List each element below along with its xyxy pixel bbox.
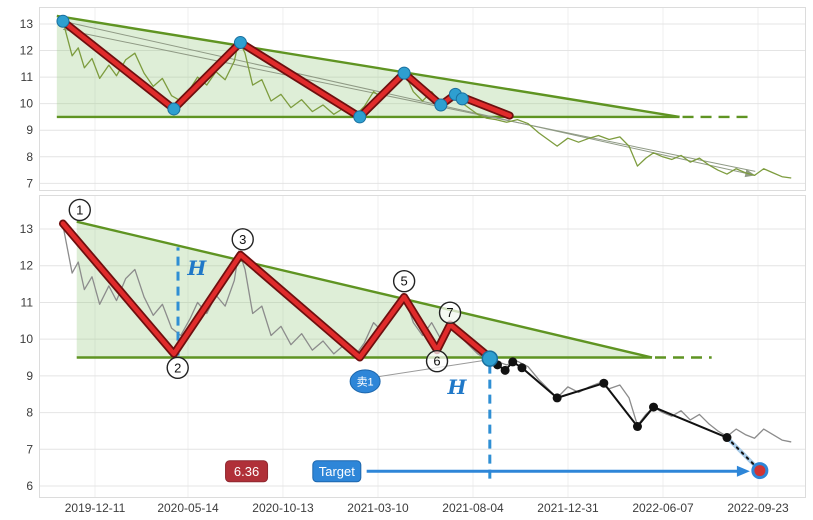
wave-label-circle: 5 (392, 269, 416, 293)
pivot-dot (233, 36, 247, 50)
target-arrow-head-icon (736, 465, 750, 477)
target-button-text: Target (319, 464, 356, 479)
price-point-dot (632, 422, 642, 432)
trend-projection-line (62, 28, 756, 172)
wave-circle-ring (166, 356, 189, 379)
x-tick-label: 2020-05-14 (157, 501, 219, 515)
y-tick-label: 10 (20, 332, 34, 346)
post-breakdown-line (489, 358, 728, 439)
target-arrow (366, 465, 750, 477)
y-tick-label: 9 (26, 369, 33, 383)
wave-number: 2 (174, 360, 181, 375)
y-tick-label: 10 (20, 97, 34, 111)
x-tick-label: 2021-12-31 (537, 501, 599, 515)
y-tick-label: 6 (26, 479, 33, 493)
price-point-dot (508, 357, 518, 367)
wave-label-circle: 7 (438, 301, 462, 324)
y-tick-label: 7 (26, 442, 33, 456)
price-point-dot (517, 363, 527, 373)
upper-trendline (76, 220, 653, 359)
sell-badge-ellipse[interactable] (349, 369, 381, 394)
target-price-box (225, 460, 269, 483)
wave-label-circle: 6 (425, 349, 449, 373)
trend-projection-line (62, 20, 756, 176)
wave-number: 1 (76, 202, 83, 217)
wave-number: 3 (239, 232, 246, 247)
price-line (62, 225, 792, 443)
price-point-dot (500, 365, 510, 375)
final-target-marker (751, 462, 769, 480)
pivot-dot (434, 98, 448, 112)
y-tick-label: 13 (20, 222, 34, 236)
wave-circle-ring (392, 269, 416, 293)
x-tick-label: 2019-12-11 (65, 501, 126, 515)
wave-label-circle: 1 (68, 198, 91, 222)
price-point-dot (722, 433, 732, 443)
y-tick-label: 9 (26, 123, 33, 137)
y-tick-label: 8 (26, 406, 33, 420)
target-price-label: 6.36 (225, 460, 269, 483)
y-tick-label: 12 (20, 44, 34, 58)
target-button-box[interactable] (312, 460, 362, 483)
y-tick-label: 11 (21, 295, 34, 309)
height-label: H (446, 375, 467, 399)
pivot-dot (167, 102, 181, 116)
target-price-text: 6.36 (234, 464, 259, 479)
pivot-dot (397, 66, 411, 80)
height-label: H (186, 256, 207, 280)
zigzag-pattern-line (60, 221, 493, 360)
wave-circle-ring (231, 228, 254, 251)
pivot-dot (56, 14, 70, 28)
sell-signal-badge[interactable]: 卖1 (349, 369, 381, 394)
x-tick-label: 2022-09-23 (727, 501, 789, 515)
y-tick-label: 7 (26, 176, 33, 190)
y-tick-label: 12 (20, 259, 34, 273)
top-overview-chart: 13 12 11 10 9 8 7 (20, 7, 806, 191)
price-point-dot (649, 402, 659, 412)
sell-badge-text: 卖1 (357, 375, 374, 388)
wave-circle-ring (425, 349, 449, 373)
y-tick-label: 8 (26, 150, 33, 164)
price-point-dot (599, 378, 609, 388)
wave-number: 6 (433, 354, 440, 369)
x-tick-label: 2020-10-13 (252, 501, 314, 515)
wave-circle-ring (438, 301, 462, 324)
y-tick-label: 13 (20, 17, 34, 31)
price-line (62, 21, 792, 179)
wave-number: 7 (446, 305, 453, 320)
projected-drop-dotted-line (725, 436, 761, 472)
upper-trendline (56, 14, 680, 119)
x-tick-label: 2022-06-07 (632, 501, 694, 515)
breakdown-point-marker (481, 350, 499, 367)
target-button[interactable]: Target (312, 460, 362, 483)
x-tick-label: 2021-08-04 (442, 501, 504, 515)
wave-label-circle: 3 (231, 228, 254, 251)
wave-label-circle: 2 (166, 356, 189, 379)
price-point-dot (552, 393, 562, 403)
wave-number: 5 (401, 274, 408, 289)
y-tick-label: 11 (21, 70, 34, 84)
pivot-dot (353, 110, 367, 124)
pivot-dot (455, 92, 469, 106)
x-tick-label: 2021-03-10 (347, 501, 409, 515)
wave-circle-ring (68, 198, 91, 222)
